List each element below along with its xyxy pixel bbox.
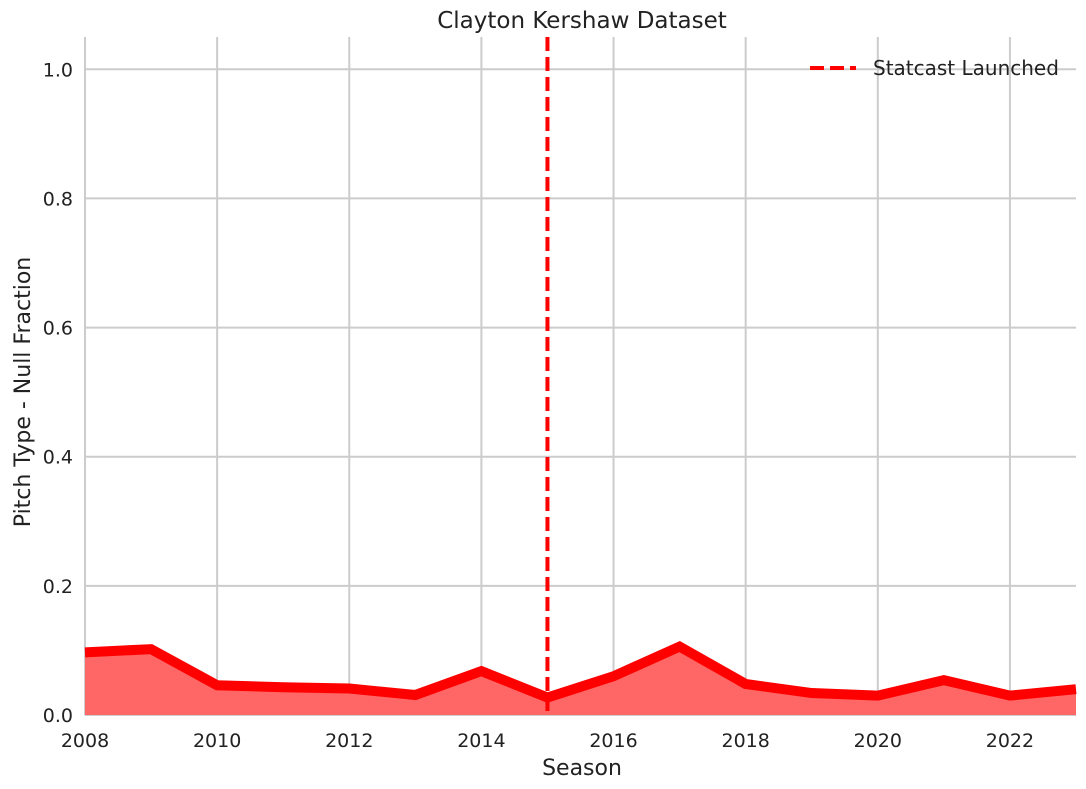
area-series (84, 640, 1077, 715)
x-tick-label: 2018 (721, 730, 769, 752)
grid (84, 37, 1076, 716)
x-tick-label: 2016 (589, 730, 637, 752)
series-line (84, 640, 1077, 703)
tick-labels: 2008 2010 2012 2014 2016 2018 2020 2022 0.0 0.2 0.… (43, 59, 1034, 752)
legend-label: Statcast Launched (873, 56, 1059, 80)
x-tick-label: 2014 (457, 730, 505, 752)
x-tick-label: 2022 (986, 730, 1034, 752)
x-axis-title: Season (542, 756, 622, 781)
x-tick-label: 2012 (325, 730, 373, 752)
x-tick-label: 2010 (193, 730, 241, 752)
x-tick-label: 2020 (854, 730, 902, 752)
y-tick-label: 0.8 (43, 188, 73, 210)
y-tick-label: 0.6 (43, 318, 73, 340)
chart-title: Clayton Kershaw Dataset (437, 8, 727, 34)
legend: Statcast Launched (810, 56, 1059, 80)
y-tick-label: 1.0 (43, 59, 73, 81)
y-axis-title: Pitch Type - Null Fraction (11, 257, 36, 527)
y-tick-label: 0.2 (43, 576, 73, 598)
y-tick-label: 0.4 (43, 447, 73, 469)
x-tick-label: 2008 (61, 730, 109, 752)
y-tick-label: 0.0 (43, 705, 73, 727)
